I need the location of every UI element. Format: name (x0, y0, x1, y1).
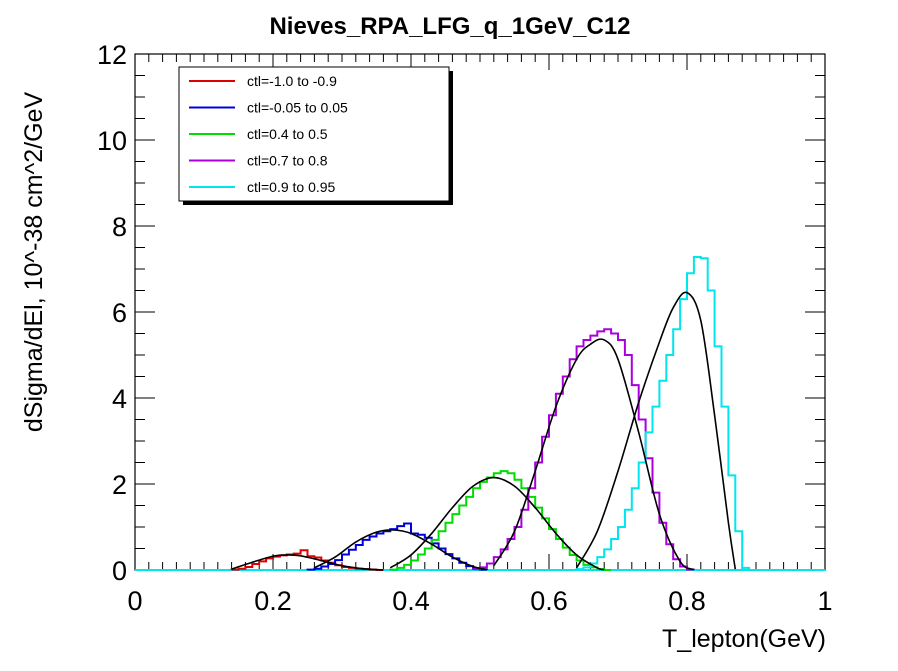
y-tick-label: 12 (97, 40, 127, 70)
histogram-series-2 (306, 522, 488, 571)
x-tick-label: 0.6 (530, 586, 568, 616)
y-tick-label: 4 (112, 384, 127, 414)
y-axis: 0 2 4 6 8 10 12 (97, 40, 825, 586)
y-tick-label: 10 (97, 126, 127, 156)
plot-area (135, 255, 825, 571)
histogram-series-5 (575, 255, 751, 571)
y-tick-label: 2 (112, 470, 127, 500)
legend-label: ctl=0.7 to 0.8 (247, 153, 328, 169)
x-tick-label: 0 (127, 586, 142, 616)
legend-label: ctl=0.9 to 0.95 (247, 179, 336, 195)
histogram-series-1 (230, 549, 384, 571)
fit-curve-1 (231, 554, 384, 571)
x-axis: 0 0.2 0.4 0.6 0.8 1 (127, 54, 833, 616)
histogram-series-4 (472, 328, 695, 571)
legend-label: ctl=0.4 to 0.5 (247, 126, 328, 142)
fit-curve-2 (314, 529, 488, 571)
fit-curve-3 (389, 476, 605, 571)
y-tick-label: 6 (112, 298, 127, 328)
legend-label: ctl=-0.05 to 0.05 (247, 100, 348, 116)
histogram-series-3 (389, 470, 612, 571)
legend: ctl=-1.0 to -0.9 ctl=-0.05 to 0.05 ctl=0.4… (178, 66, 453, 205)
y-axis-label: dSigma/dEl, 10^-38 cm^2/GeV (20, 92, 48, 433)
fit-curve-4 (493, 338, 695, 571)
chart-title: Nieves_RPA_LFG_q_1GeV_C12 (269, 13, 630, 40)
fit-curve-5 (575, 291, 737, 570)
y-tick-label: 0 (112, 556, 127, 586)
x-tick-label: 0.8 (668, 586, 706, 616)
y-tick-label: 8 (112, 212, 127, 242)
x-tick-label: 0.2 (254, 586, 292, 616)
x-tick-label: 0.4 (392, 586, 430, 616)
x-axis-label: T_lepton(GeV) (662, 625, 826, 653)
x-tick-label: 1 (817, 586, 832, 616)
legend-label: ctl=-1.0 to -0.9 (247, 73, 337, 89)
